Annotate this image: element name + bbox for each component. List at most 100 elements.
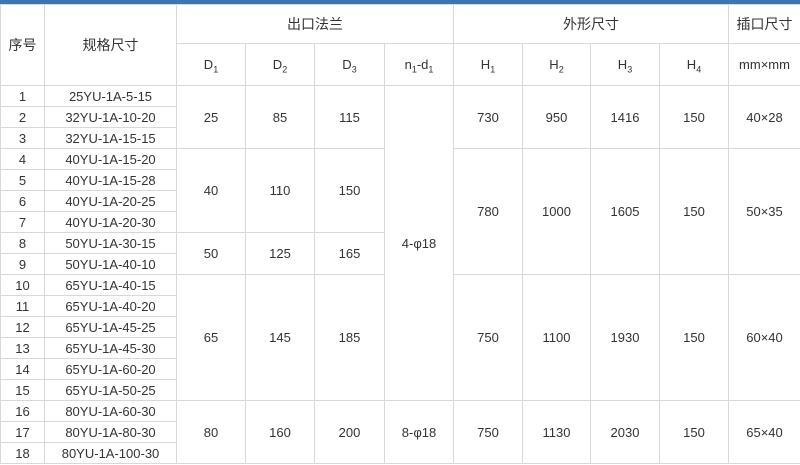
- header-outline-dims: 外形尺寸: [453, 4, 729, 44]
- d1-cell: 50: [176, 232, 246, 275]
- d2-cell: 145: [245, 274, 315, 401]
- spec-cell: 50YU-1A-40-10: [44, 253, 177, 275]
- d3-cell: 150: [314, 148, 385, 233]
- header-row-columns: D1 D2 D3 n1-d1 H1 H2 H3 H4 mm×mm: [1, 43, 800, 86]
- spec-cell: 80YU-1A-100-30: [44, 442, 177, 464]
- table-row: 6 40YU-1A-20-25: [0, 190, 800, 212]
- serial-cell: 12: [0, 316, 45, 338]
- h2-cell: 1130: [522, 400, 591, 464]
- spec-cell: 32YU-1A-15-15: [44, 127, 177, 149]
- header-socket-dims: 插口尺寸: [728, 4, 800, 44]
- h4-cell: 150: [659, 274, 729, 401]
- table-row: 11 65YU-1A-40-20: [0, 295, 800, 317]
- d3-cell: 200: [314, 400, 385, 464]
- spec-cell: 40YU-1A-20-30: [44, 211, 177, 233]
- table-row: 17 80YU-1A-80-30: [0, 421, 800, 443]
- header-h3: H3: [590, 43, 660, 86]
- d1-cell: 25: [176, 85, 246, 149]
- d2-cell: 110: [245, 148, 315, 233]
- header-d2: D2: [245, 43, 315, 86]
- spec-cell: 80YU-1A-60-30: [44, 400, 177, 422]
- spec-cell: 32YU-1A-10-20: [44, 106, 177, 128]
- socket-cell: 65×40: [728, 400, 800, 464]
- bolt-cell: 4-φ18: [384, 85, 454, 401]
- header-spec: 规格尺寸: [44, 4, 177, 86]
- table-row: 8 50YU-1A-30-15 50 125 165: [0, 232, 800, 275]
- spec-cell: 65YU-1A-45-30: [44, 337, 177, 359]
- serial-cell: 9: [0, 253, 45, 275]
- spec-cell: 50YU-1A-30-15: [44, 232, 177, 254]
- spec-cell: 65YU-1A-40-20: [44, 295, 177, 317]
- socket-cell: 50×35: [728, 148, 800, 275]
- table-row: 7 40YU-1A-20-30: [0, 211, 800, 233]
- spec-cell: 40YU-1A-15-20: [44, 148, 177, 170]
- d1-cell: 80: [176, 400, 246, 464]
- spec-cell: 65YU-1A-40-15: [44, 274, 177, 296]
- d1-cell: 65: [176, 274, 246, 401]
- header-row-groups: 序号 规格尺寸 出口法兰 外形尺寸 插口尺寸: [0, 4, 800, 86]
- table-row: 12 65YU-1A-45-25: [0, 316, 800, 338]
- pump-spec-table: 序号 规格尺寸 出口法兰 外形尺寸 插口尺寸 D1 D2 D3 n1-d1 H1…: [0, 4, 800, 464]
- table-row: 16 80YU-1A-60-30 80 160 200 8-φ18 750 11…: [0, 400, 800, 464]
- serial-cell: 10: [0, 274, 45, 296]
- top-accent-bar: [0, 0, 800, 4]
- serial-cell: 11: [0, 295, 45, 317]
- serial-cell: 18: [0, 442, 45, 464]
- serial-cell: 6: [0, 190, 45, 212]
- d3-cell: 165: [314, 232, 385, 275]
- table-row: 4 40YU-1A-15-20 40 110 150 780 1000 1605…: [0, 148, 800, 275]
- spec-cell: 40YU-1A-20-25: [44, 190, 177, 212]
- serial-cell: 13: [0, 337, 45, 359]
- header-h2: H2: [522, 43, 591, 86]
- h3-cell: 1605: [590, 148, 660, 275]
- h1-cell: 730: [453, 85, 523, 149]
- header-d3: D3: [314, 43, 385, 86]
- socket-cell: 40×28: [728, 85, 800, 149]
- h3-cell: 2030: [590, 400, 660, 464]
- spec-cell: 65YU-1A-45-25: [44, 316, 177, 338]
- serial-cell: 4: [0, 148, 45, 170]
- h1-cell: 750: [453, 274, 523, 401]
- table-row: 13 65YU-1A-45-30: [0, 337, 800, 359]
- h1-cell: 780: [453, 148, 523, 275]
- serial-cell: 3: [0, 127, 45, 149]
- spec-cell: 80YU-1A-80-30: [44, 421, 177, 443]
- table-row: 18 80YU-1A-100-30: [0, 442, 800, 464]
- header-d1: D1: [176, 43, 246, 86]
- spec-cell: 40YU-1A-15-28: [44, 169, 177, 191]
- header-serial: 序号: [0, 4, 45, 86]
- serial-cell: 14: [0, 358, 45, 380]
- d2-cell: 160: [245, 400, 315, 464]
- spec-cell: 25YU-1A-5-15: [44, 85, 177, 107]
- bolt-cell: 8-φ18: [384, 400, 454, 464]
- h1-cell: 750: [453, 400, 523, 464]
- serial-cell: 5: [0, 169, 45, 191]
- serial-cell: 16: [0, 400, 45, 422]
- header-h1: H1: [453, 43, 523, 86]
- serial-cell: 8: [0, 232, 45, 254]
- h4-cell: 150: [659, 148, 729, 275]
- d2-cell: 85: [245, 85, 315, 149]
- d3-cell: 185: [314, 274, 385, 401]
- d1-cell: 40: [176, 148, 246, 233]
- h4-cell: 150: [659, 85, 729, 149]
- header-socket-unit: mm×mm: [728, 43, 800, 86]
- serial-cell: 7: [0, 211, 45, 233]
- serial-cell: 15: [0, 379, 45, 401]
- h2-cell: 950: [522, 85, 591, 149]
- h4-cell: 150: [659, 400, 729, 464]
- socket-cell: 60×40: [728, 274, 800, 401]
- h3-cell: 1930: [590, 274, 660, 401]
- h2-cell: 1000: [522, 148, 591, 275]
- serial-cell: 2: [0, 106, 45, 128]
- d3-cell: 115: [314, 85, 385, 149]
- header-n1-d1: n1-d1: [384, 43, 454, 86]
- serial-cell: 17: [0, 421, 45, 443]
- table-row: 15 65YU-1A-50-25: [0, 379, 800, 401]
- spec-cell: 65YU-1A-50-25: [44, 379, 177, 401]
- table-row: 1 25YU-1A-5-15 25 85 115 4-φ18 730 950 1…: [0, 85, 800, 401]
- table-row: 3 32YU-1A-15-15: [0, 127, 800, 149]
- h3-cell: 1416: [590, 85, 660, 149]
- table-row: 10 65YU-1A-40-15 65 145 185 750 1100 193…: [0, 274, 800, 401]
- d2-cell: 125: [245, 232, 315, 275]
